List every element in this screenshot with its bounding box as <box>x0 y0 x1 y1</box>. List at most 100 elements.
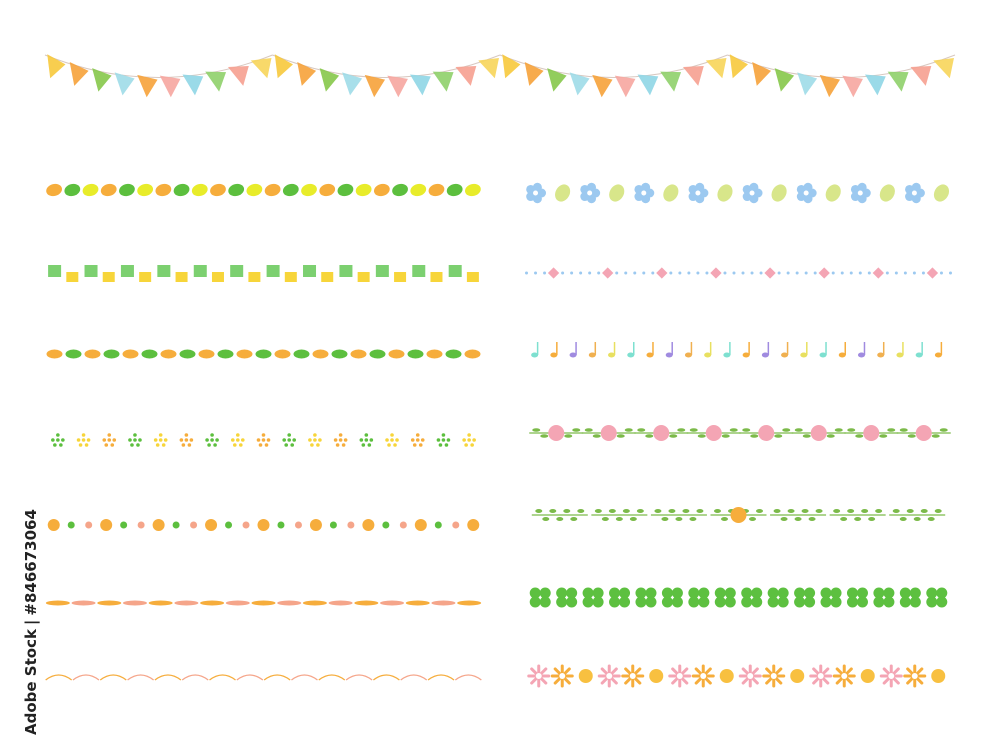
dot-mark <box>225 521 233 529</box>
dot-mark <box>393 443 397 447</box>
dot-mark <box>831 271 835 275</box>
square-mark <box>120 265 134 277</box>
dot-mark <box>441 438 446 442</box>
dot-mark <box>78 443 83 447</box>
dot-mark <box>434 521 442 529</box>
diamond-mark <box>818 267 830 279</box>
dot-mark <box>256 438 261 442</box>
dot-mark <box>257 519 270 531</box>
bunting-garland <box>44 54 956 98</box>
clover-leaf <box>856 596 868 608</box>
clover-leaf <box>909 596 921 608</box>
dot-mark <box>213 443 217 447</box>
clover-leaf <box>566 587 578 599</box>
leaf-mark <box>264 183 281 197</box>
leaf-mark <box>64 183 81 197</box>
clover-leaf <box>724 596 736 608</box>
bunting-flag <box>69 62 89 86</box>
dot-mark <box>136 443 140 447</box>
leaf-mark <box>608 509 616 513</box>
bunting-flag <box>774 68 795 92</box>
leaf-mark <box>696 509 704 513</box>
bunting-flag <box>274 54 293 79</box>
dot-mark <box>777 271 781 275</box>
orange-slice <box>931 669 946 683</box>
leaf-mark <box>191 183 208 197</box>
dot-mark <box>205 519 218 531</box>
dash-mark <box>354 600 379 606</box>
petal-mark <box>796 192 806 202</box>
clover-leaf <box>592 596 604 608</box>
bunting-flag <box>752 62 772 86</box>
leaf-mark <box>563 509 571 513</box>
petal-mark <box>526 192 536 202</box>
clover-leaf <box>556 587 568 599</box>
clover-leaf <box>619 587 631 599</box>
bunting-flag <box>205 71 227 92</box>
leaf-mark <box>913 517 921 521</box>
note-head <box>550 352 558 358</box>
square-mark <box>157 265 171 277</box>
bunting-flag <box>319 68 340 92</box>
bunting-flag <box>250 58 272 79</box>
bunting-flag <box>933 58 954 79</box>
border-dot-clusters <box>51 433 476 447</box>
petal-mark <box>911 182 921 192</box>
note-head <box>646 352 654 358</box>
leaf-mark <box>931 434 940 438</box>
clover-leaf <box>873 587 885 599</box>
leaf-mark <box>119 183 135 197</box>
dash-mark <box>457 600 482 606</box>
dot-mark <box>81 438 86 442</box>
clover-leaf <box>846 587 858 599</box>
clover-leaf <box>671 596 683 608</box>
leaf-mark <box>629 517 637 521</box>
dot-mark <box>343 438 348 442</box>
dot-mark <box>467 438 471 442</box>
clover-leaf <box>741 596 753 608</box>
clover-leaf <box>830 587 842 599</box>
dot-mark <box>347 521 355 529</box>
clover-leaf <box>926 596 938 608</box>
dot-mark <box>750 271 754 275</box>
dot-mark <box>133 433 137 437</box>
petal-mark <box>905 192 915 202</box>
oval-mark <box>274 349 291 359</box>
leaf-mark <box>337 183 354 197</box>
leaf-mark <box>155 183 172 197</box>
leaf-mark <box>616 434 625 438</box>
leaf-mark <box>410 183 427 197</box>
dot-mark <box>190 521 198 529</box>
flower-mark <box>758 425 775 441</box>
dot-mark <box>903 271 907 275</box>
leaf-mark <box>794 517 802 521</box>
bunting-flag <box>729 54 748 79</box>
dot-mark <box>467 433 471 437</box>
dash-mark <box>328 600 353 606</box>
leaf-mark <box>833 509 841 513</box>
dot-mark <box>624 271 628 275</box>
leaf-mark <box>742 428 751 432</box>
border-dots-diamonds <box>525 267 952 279</box>
clover-leaf <box>539 587 551 599</box>
petal-mark <box>641 182 651 192</box>
note-head <box>665 352 673 358</box>
scallop-mark <box>154 674 182 681</box>
dot-mark <box>921 271 925 275</box>
dot-mark <box>130 443 134 447</box>
dot-mark <box>184 433 189 437</box>
flower-center <box>535 673 542 679</box>
leaf-mark <box>465 183 481 197</box>
bunting-flag <box>227 65 249 86</box>
dot-mark <box>669 271 673 275</box>
dash-mark <box>97 600 122 606</box>
square-mark <box>375 265 389 277</box>
scallop-mark <box>318 674 346 681</box>
dot-mark <box>163 438 168 442</box>
petal-mark <box>532 182 542 192</box>
dot-mark <box>59 443 63 447</box>
oval-mark <box>464 349 481 359</box>
dot-mark <box>210 433 214 437</box>
oval-mark <box>160 349 177 359</box>
dot-mark <box>894 271 898 275</box>
